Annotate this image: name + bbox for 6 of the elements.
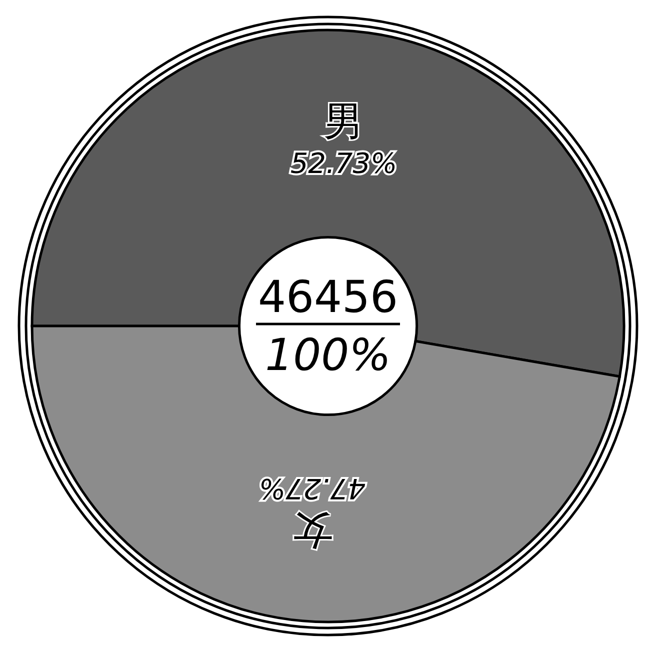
text: 100% <box>265 330 391 381</box>
text: 46456 <box>258 272 398 323</box>
data-label: 47.27% <box>258 472 366 505</box>
slice-label: 女 <box>292 506 332 553</box>
slice-label: 男 <box>324 99 364 146</box>
data-label: 52.73% <box>290 147 398 180</box>
